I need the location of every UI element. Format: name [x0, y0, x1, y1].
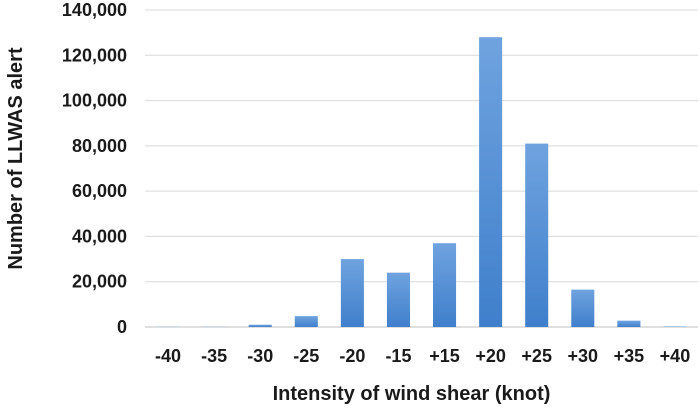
x-tick-label: +40: [660, 346, 691, 366]
y-tick-label: 100,000: [62, 91, 127, 111]
x-tick-labels: -40 -35 -30 -25 -20 -15 +15 +20 +25 +30 +35 +40: [155, 346, 690, 366]
bar: [248, 324, 272, 327]
x-tick-label: +15: [429, 346, 460, 366]
bar: [294, 316, 318, 327]
y-axis-title: Number of LLWAS alert: [5, 47, 27, 270]
bar: [433, 243, 457, 327]
x-tick-label: +25: [521, 346, 552, 366]
x-tick-label: -35: [201, 346, 227, 366]
y-tick-label: 60,000: [72, 181, 127, 201]
bar: [525, 143, 549, 327]
x-tick-label: -40: [155, 346, 181, 366]
x-tick-label: +20: [475, 346, 506, 366]
x-tick-label: -25: [293, 346, 319, 366]
y-tick-labels: 0 20,000 40,000 60,000 80,000 100,000 120,000 1…: [62, 0, 127, 337]
x-tick-label: +30: [568, 346, 599, 366]
bar: [571, 289, 595, 327]
x-axis-title: Intensity of wind shear (knot): [273, 383, 551, 405]
bars: [156, 37, 687, 328]
y-tick-label: 140,000: [62, 0, 127, 20]
y-tick-label: 40,000: [72, 226, 127, 246]
bar: [386, 272, 410, 327]
x-tick-label: -30: [247, 346, 273, 366]
y-tick-label: 0: [117, 317, 127, 337]
x-tick-label: -20: [339, 346, 365, 366]
gridlines: [145, 9, 698, 328]
y-tick-label: 120,000: [62, 45, 127, 65]
bar: [617, 320, 641, 327]
y-tick-label: 80,000: [72, 136, 127, 156]
x-tick-label: -15: [385, 346, 411, 366]
y-tick-label: 20,000: [72, 272, 127, 292]
bar: [479, 37, 503, 328]
bar: [340, 259, 364, 327]
x-tick-label: +35: [614, 346, 645, 366]
